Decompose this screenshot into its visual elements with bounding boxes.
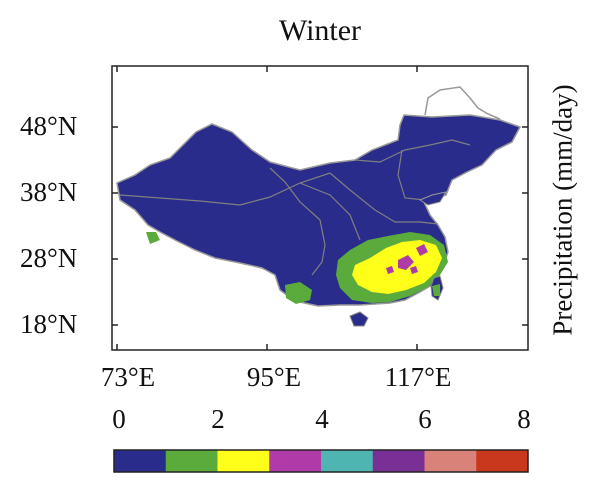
green-region-yunnan <box>285 282 312 304</box>
green-region-west <box>146 232 160 244</box>
x-tick-marks <box>116 66 418 350</box>
shandong-coast <box>418 191 448 206</box>
y-tick-marks <box>112 126 528 326</box>
colorbar <box>114 450 529 472</box>
colorbar-frame <box>113 449 529 473</box>
china-landmass <box>116 114 522 307</box>
colorbar-tick-4: 4 <box>315 404 329 434</box>
y-tick-label-38n: 38°N <box>20 177 78 207</box>
colorbar-segment-2 <box>217 450 270 472</box>
colorbar-segment-0 <box>114 450 167 472</box>
colorbar-segment-4 <box>321 450 374 472</box>
precipitation-label-text: Precipitation (mm/day) <box>547 84 578 336</box>
colorbar-tick-6: 6 <box>418 404 432 434</box>
northeast-outline <box>424 86 501 120</box>
plot-frame <box>111 65 529 351</box>
colorbar-segment-5 <box>372 450 425 472</box>
hainan-island <box>349 311 369 327</box>
y-tick-label-28n: 28°N <box>20 243 78 273</box>
internal-borders <box>119 139 471 276</box>
colorbar-segment-1 <box>165 450 218 472</box>
y-tick-label-18n: 18°N <box>20 309 78 339</box>
x-tick-label-95e: 95°E <box>246 362 302 392</box>
colorbar-tick-2: 2 <box>211 404 225 434</box>
y-tick-label-48n: 48°N <box>20 111 78 141</box>
map-title: Winter <box>278 14 362 47</box>
colorbar-segment-3 <box>269 450 322 472</box>
colorbar-segment-6 <box>424 450 477 472</box>
x-tick-label-117e: 117°E <box>384 362 452 392</box>
taiwan-green <box>432 284 440 296</box>
magenta-patches <box>386 244 428 274</box>
colorbar-tick-0: 0 <box>112 404 126 434</box>
colorbar-segment-7 <box>476 450 529 472</box>
x-tick-label-73e: 73°E <box>100 362 156 392</box>
colorbar-tick-8: 8 <box>517 404 531 434</box>
